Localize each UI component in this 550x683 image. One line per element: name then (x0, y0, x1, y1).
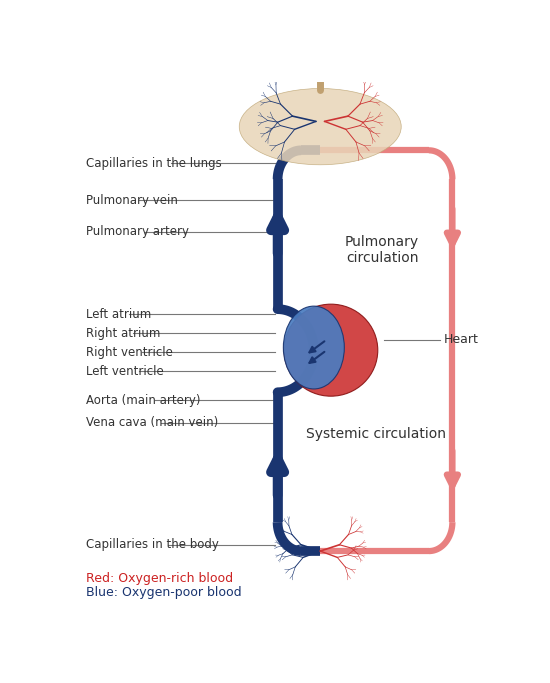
Ellipse shape (284, 304, 378, 396)
Text: Pulmonary vein: Pulmonary vein (86, 194, 178, 207)
Text: Capillaries in the body: Capillaries in the body (86, 538, 219, 551)
Text: Blue: Oxygen-poor blood: Blue: Oxygen-poor blood (86, 585, 241, 598)
Text: Red: Oxygen-rich blood: Red: Oxygen-rich blood (86, 572, 233, 585)
Text: Vena cava (main vein): Vena cava (main vein) (86, 416, 218, 429)
Text: Left ventricle: Left ventricle (86, 365, 163, 378)
Text: Right atrium: Right atrium (86, 327, 160, 340)
Text: Right ventricle: Right ventricle (86, 346, 173, 359)
Text: Systemic circulation: Systemic circulation (306, 428, 446, 441)
Text: Aorta (main artery): Aorta (main artery) (86, 393, 200, 406)
Ellipse shape (283, 306, 344, 389)
Ellipse shape (239, 89, 401, 165)
Text: Capillaries in the lungs: Capillaries in the lungs (86, 157, 222, 170)
Text: Pulmonary
circulation: Pulmonary circulation (345, 235, 419, 266)
Text: Left atrium: Left atrium (86, 308, 151, 321)
Text: Pulmonary artery: Pulmonary artery (86, 225, 189, 238)
Text: Heart: Heart (444, 333, 478, 346)
